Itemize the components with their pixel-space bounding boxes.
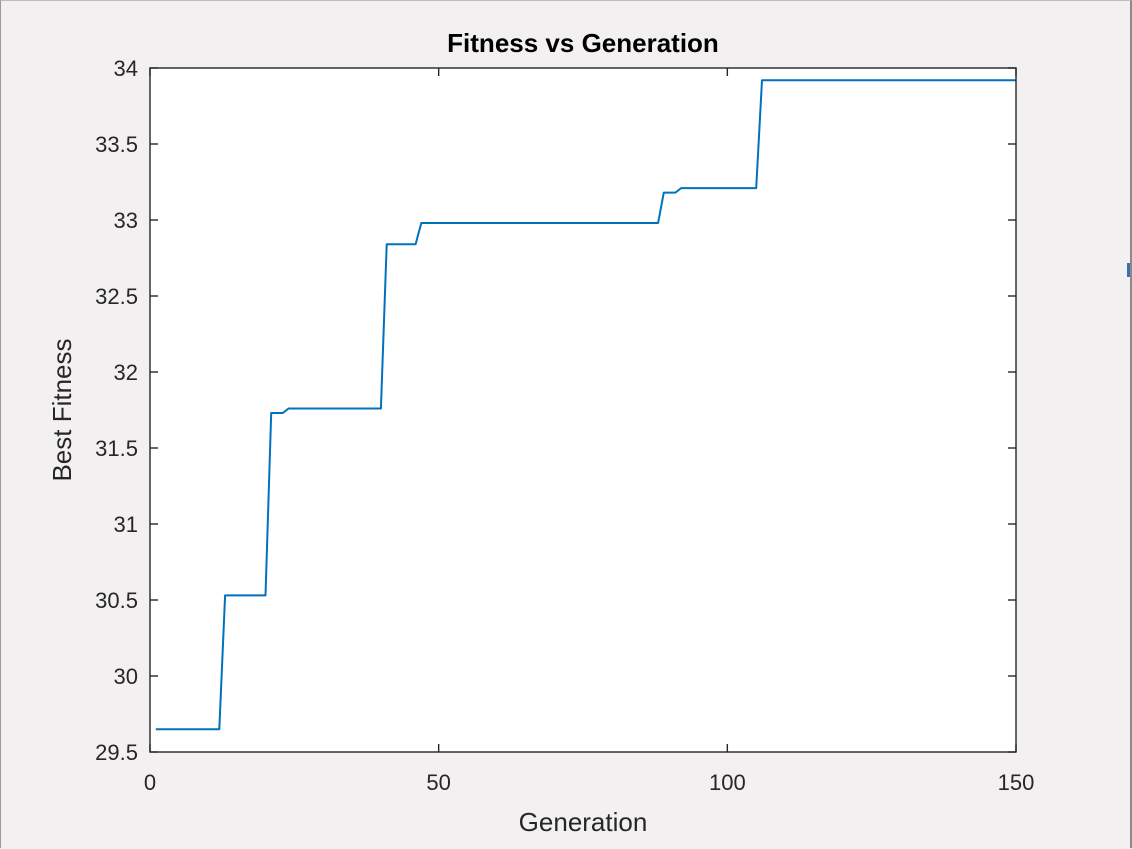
series-layer (155, 79, 1016, 731)
x-tick-label: 150 (998, 770, 1035, 795)
series-line-1 (155, 79, 1016, 731)
y-tick-label: 31.5 (95, 436, 138, 461)
y-tick-label: 33 (114, 208, 138, 233)
y-tick-label: 30.5 (95, 588, 138, 613)
x-axis-title: Generation (519, 807, 648, 837)
x-axis: 0 50 100 150 (144, 68, 1034, 795)
plot-area (150, 68, 1016, 752)
y-tick-label: 29.5 (95, 740, 138, 765)
y-tick-label: 32 (114, 360, 138, 385)
y-tick-label: 31 (114, 512, 138, 537)
y-tick-label: 30 (114, 664, 138, 689)
y-tick-label: 34 (114, 56, 138, 81)
chart-title: Fitness vs Generation (447, 28, 719, 58)
y-tick-label: 33.5 (95, 132, 138, 157)
window-edge-mark (1127, 263, 1130, 277)
plot-frame (149, 67, 1017, 753)
x-tick-label: 50 (426, 770, 450, 795)
x-tick-label: 100 (709, 770, 746, 795)
x-tick-label: 0 (144, 770, 156, 795)
y-axis-title: Best Fitness (47, 338, 77, 481)
y-axis: 29.5 30 30.5 31 31.5 32 32.5 33 33.5 34 (95, 56, 1016, 765)
y-tick-label: 32.5 (95, 284, 138, 309)
